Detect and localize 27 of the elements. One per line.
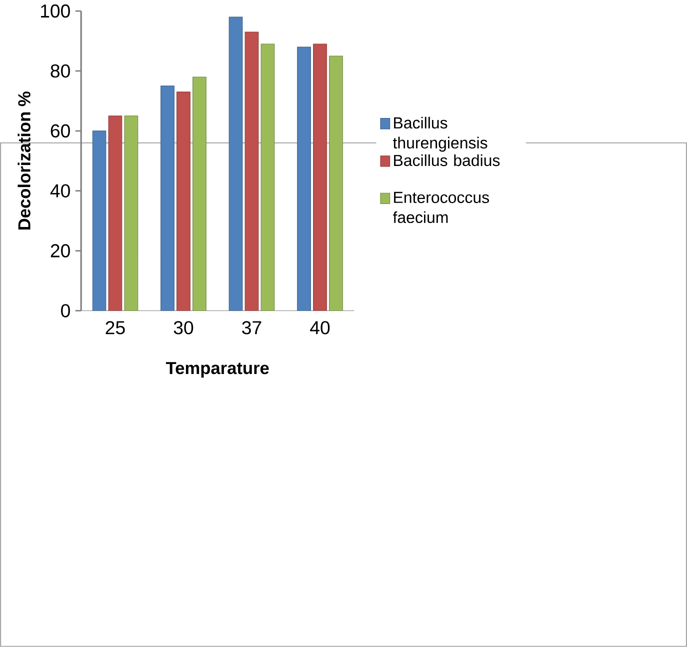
- legend-label: Bacillus badius: [394, 154, 500, 166]
- bar: [108, 116, 122, 311]
- bar: [192, 76, 206, 311]
- bar: [297, 46, 311, 311]
- bar: [329, 56, 343, 311]
- bar: [160, 86, 174, 311]
- bar: [313, 44, 327, 311]
- bar: [124, 116, 138, 311]
- x-tick-label: 25: [106, 321, 125, 334]
- bar: [176, 92, 190, 311]
- y-tick-label: 100: [41, 4, 70, 18]
- x-tick-label: 40: [310, 321, 330, 334]
- y-tick-label: 0: [61, 304, 70, 318]
- bar: [260, 44, 275, 311]
- x-tick-label: 37: [242, 321, 262, 334]
- bar: [244, 32, 259, 311]
- bar: [92, 130, 106, 311]
- legend-label: Bacillus thurengiensis: [393, 116, 488, 152]
- x-axis-title: Temparature: [166, 362, 269, 378]
- bar: [228, 16, 243, 311]
- x-tick-label: 30: [174, 321, 194, 334]
- y-tick-label: 80: [50, 64, 70, 78]
- y-tick-label: 60: [50, 124, 70, 138]
- legend-label: Enterococcus faecium: [392, 192, 489, 224]
- y-axis-title: Decolorization %: [18, 92, 30, 230]
- y-tick-label: 20: [50, 244, 70, 258]
- y-tick-label: 40: [50, 184, 70, 198]
